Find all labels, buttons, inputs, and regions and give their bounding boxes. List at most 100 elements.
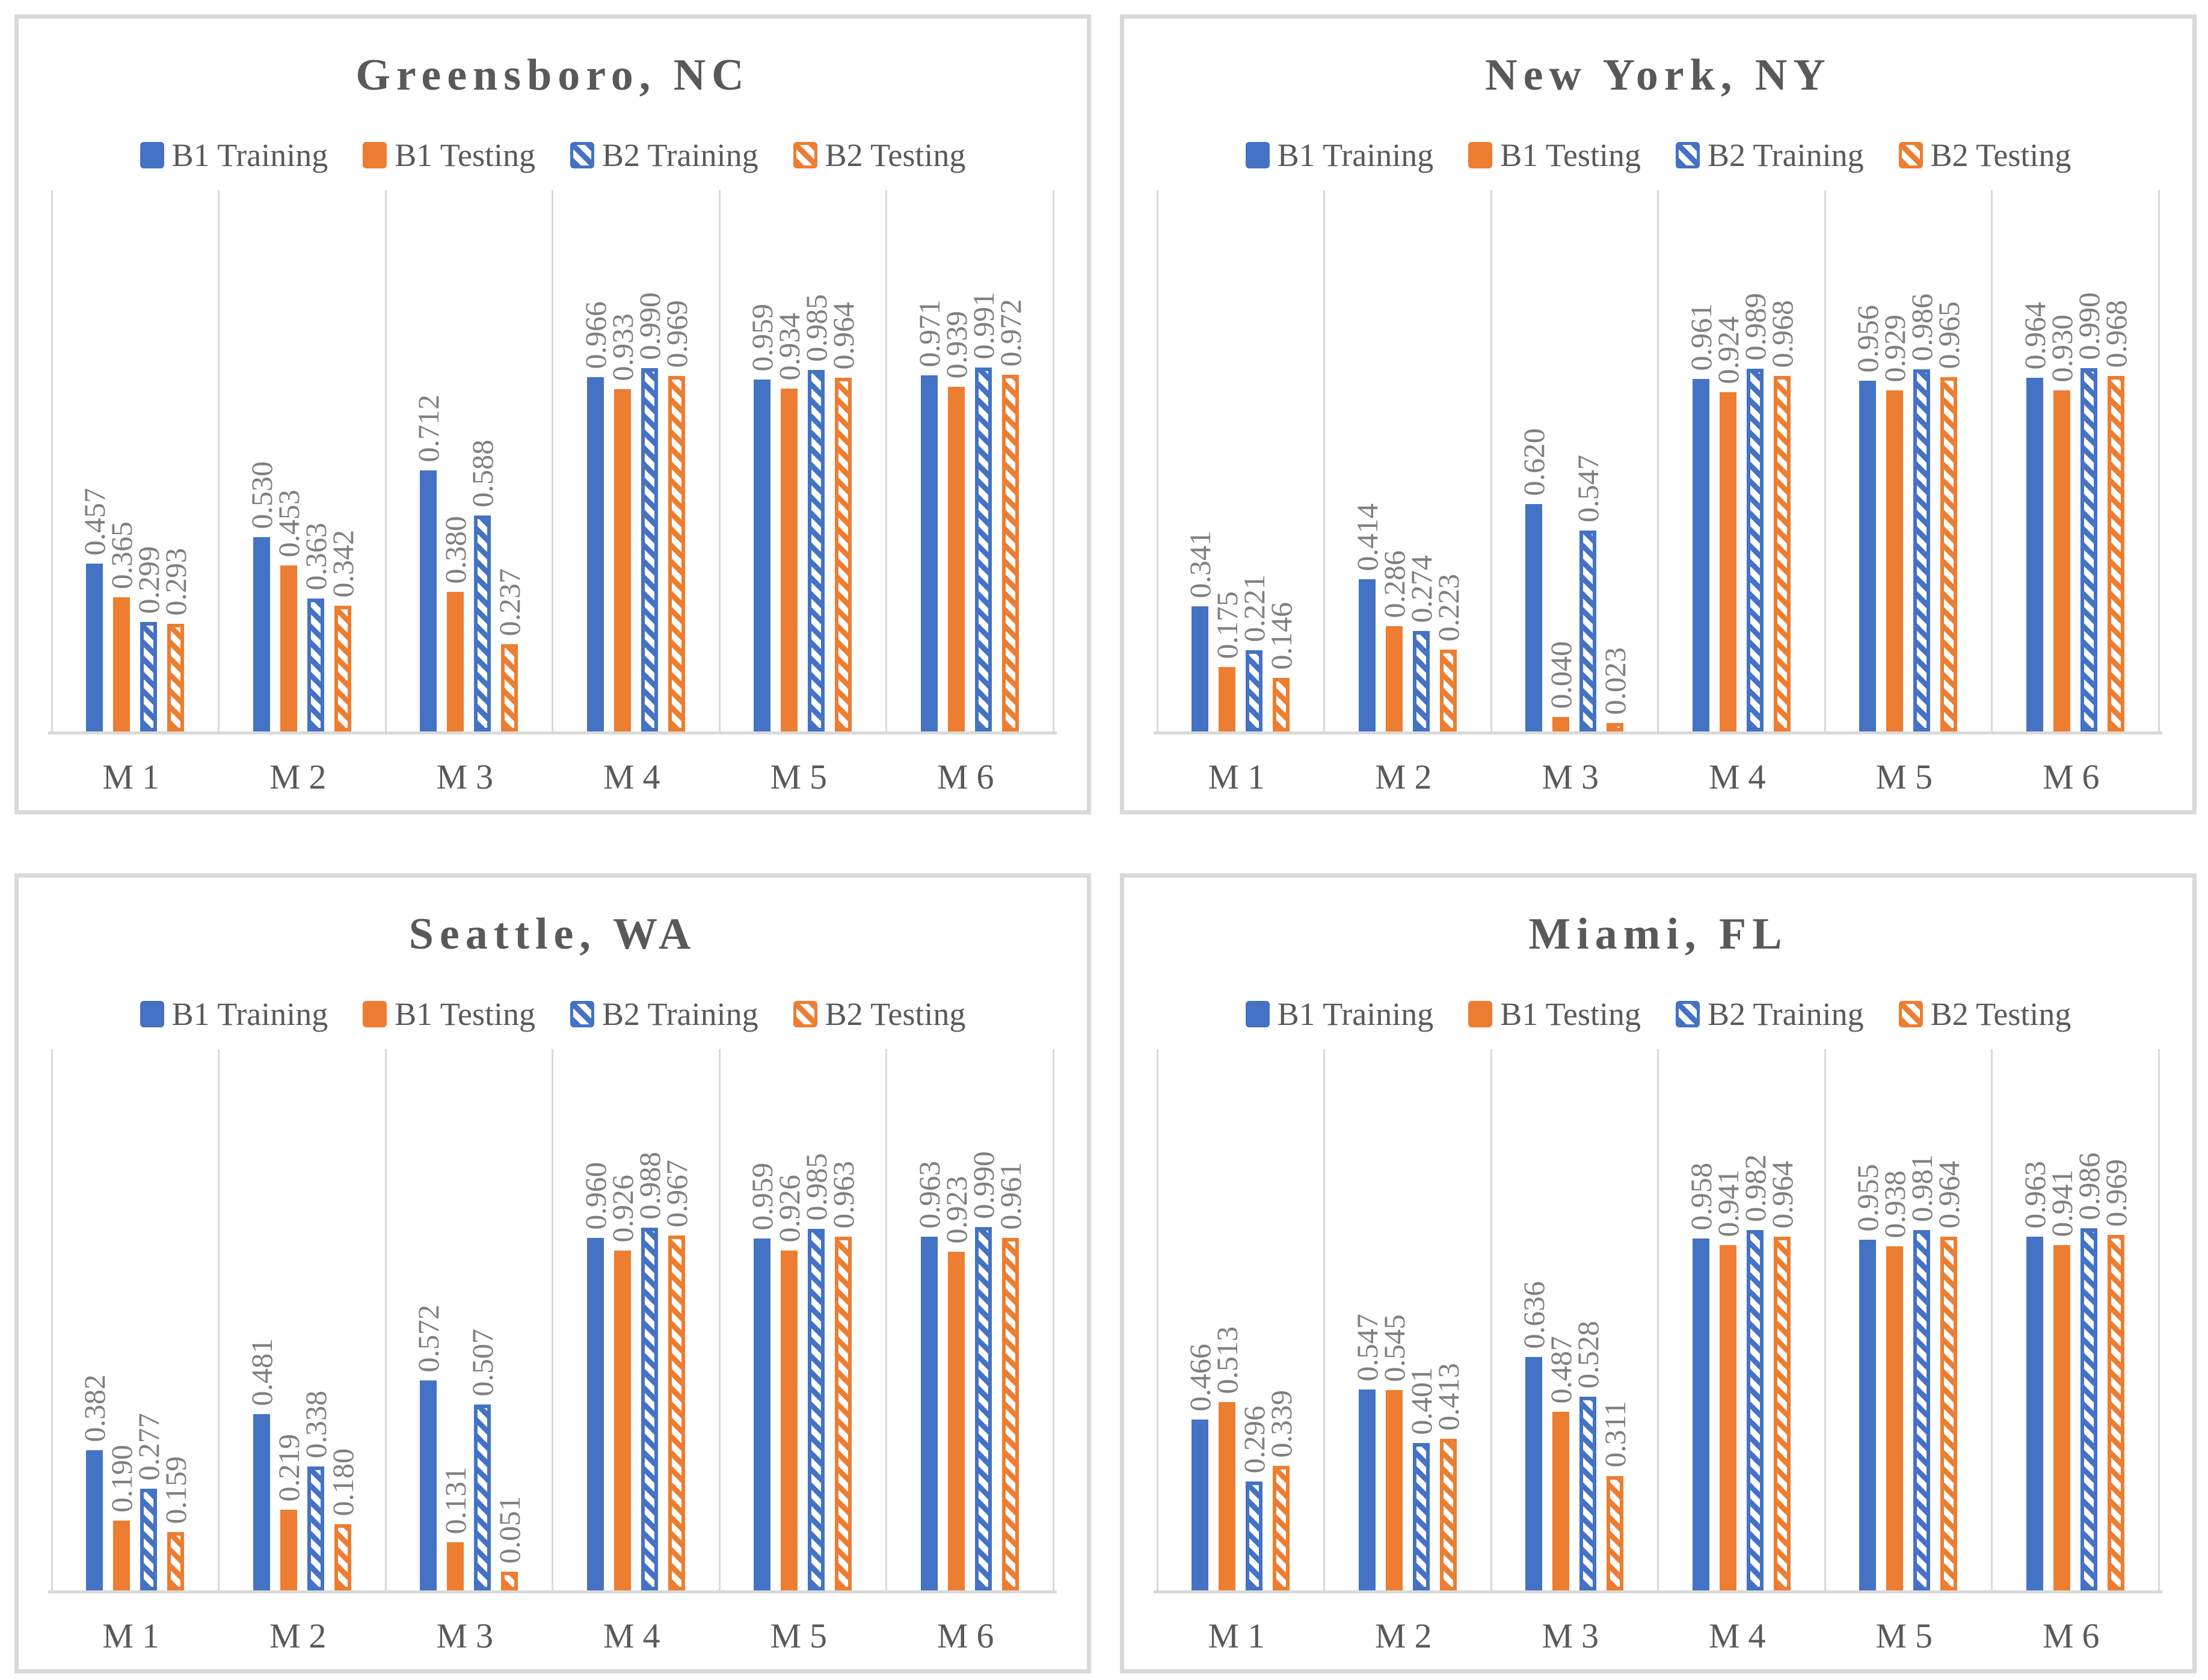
bar-group-m6: 0.971 0.939 0.991 0.972 — [887, 190, 1054, 731]
bar-slot: 0.175 — [1210, 190, 1244, 731]
bar-slot: 0.963 — [912, 1049, 946, 1590]
chart-panel-greensboro-nc: Greensboro, NC B1 Training B1 Testing B2 Tr… — [14, 14, 1091, 814]
bar-slot: 0.466 — [1183, 1049, 1217, 1590]
bar-slot: 0.959 — [745, 1049, 779, 1590]
bar-slot: 0.969 — [2099, 1049, 2133, 1590]
legend-label: B1 Training — [171, 137, 328, 173]
gridline — [718, 1049, 721, 1590]
bar-b2-training — [307, 598, 324, 731]
category-label-m1: M1 — [1208, 1616, 1274, 1655]
chart-panel-miami-fl: Miami, FL B1 Training B1 Testing B2 Trainin… — [1120, 873, 2197, 1673]
bar-b1-training — [586, 1238, 604, 1590]
bar-slot: 0.363 — [299, 190, 333, 731]
bar-b1-testing — [1219, 1402, 1236, 1590]
category-label-m4: M4 — [603, 1616, 669, 1655]
bar-slot: 0.941 — [2045, 1049, 2079, 1590]
bar-slot: 0.923 — [939, 1049, 973, 1590]
legend-item-b1-training: B1 Training — [140, 995, 328, 1033]
legend-marker-icon — [140, 142, 164, 168]
bar-slot: 0.051 — [493, 1049, 526, 1590]
bar-group-m1: 0.341 0.175 0.221 0.146 — [1157, 190, 1324, 731]
bar-slot: 0.960 — [579, 1049, 612, 1590]
gridline — [1490, 1049, 1492, 1590]
bar-slot: 0.530 — [245, 190, 278, 731]
bar-slot: 0.274 — [1404, 190, 1438, 731]
bar-slot: 0.955 — [1851, 1049, 1884, 1590]
bar-b2-training — [974, 368, 992, 731]
legend-label: B1 Testing — [395, 137, 535, 173]
bar-b2-training — [140, 1489, 158, 1590]
bar-b2-training — [974, 1227, 992, 1590]
bar-value-label: 0.547 — [1571, 454, 1605, 523]
bar-b1-testing — [947, 387, 965, 731]
category-label-m3: M3 — [1542, 757, 1608, 796]
bar-group-m1: 0.382 0.190 0.277 0.159 — [52, 1049, 219, 1590]
bar-group-m6: 0.963 0.923 0.990 0.961 — [887, 1049, 1054, 1590]
bar-value-label: 0.961 — [993, 1162, 1027, 1230]
legend-item-b1-training: B1 Training — [1245, 137, 1433, 174]
bar-slot: 0.481 — [245, 1049, 278, 1590]
bar-b2-testing — [2107, 376, 2124, 731]
legend-label: B2 Training — [602, 996, 758, 1032]
bar-value-label: 0.159 — [159, 1456, 193, 1524]
bar-group-m6: 0.963 0.941 0.986 0.969 — [1992, 1049, 2159, 1590]
bar-b2-training — [1579, 531, 1597, 731]
bar-b2-training — [140, 622, 158, 731]
bar-b2-testing — [501, 644, 518, 731]
bar-b2-testing — [835, 378, 852, 731]
bar-b2-training — [1246, 650, 1263, 731]
bar-b2-testing — [835, 1237, 852, 1590]
gridline — [1824, 190, 1826, 731]
bar-slot: 0.413 — [1432, 1049, 1465, 1590]
bar-b2-training — [1246, 1482, 1263, 1590]
bar-slot: 0.223 — [1432, 190, 1465, 731]
legend-marker-icon — [1676, 142, 1700, 168]
bar-value-label: 0.223 — [1431, 573, 1465, 642]
chart-legend: B1 Training B1 Testing B2 Training B2 Testi… — [1124, 995, 2192, 1033]
bar-slot: 0.365 — [105, 190, 138, 731]
bar-group-m4: 0.966 0.933 0.990 0.969 — [553, 190, 720, 731]
bar-slot: 0.958 — [1684, 1049, 1718, 1590]
bar-b1-training — [586, 377, 604, 731]
bar-slot: 0.934 — [772, 190, 806, 731]
gridline — [218, 190, 220, 731]
legend-label: B2 Training — [602, 137, 758, 173]
bar-value-label: 0.967 — [659, 1159, 693, 1228]
bar-group-m1: 0.457 0.365 0.299 0.293 — [52, 190, 219, 731]
bar-b1-training — [1692, 1238, 1709, 1590]
category-label-m6: M6 — [2042, 1616, 2108, 1655]
gridline — [51, 190, 53, 731]
bar-b2-testing — [2107, 1235, 2124, 1590]
bar-slot: 0.341 — [1183, 190, 1217, 731]
legend-item-b2-testing: B2 Testing — [1898, 995, 2071, 1033]
bar-b1-training — [86, 564, 103, 731]
bar-slot: 0.967 — [660, 1049, 693, 1590]
bar-b2-testing — [1773, 1237, 1791, 1590]
bar-slot: 0.966 — [579, 190, 612, 731]
bar-b1-training — [2026, 1237, 2043, 1590]
bar-slot: 0.964 — [826, 190, 860, 731]
bar-value-label: 0.620 — [1517, 428, 1551, 496]
bar-slot: 0.040 — [1544, 190, 1578, 731]
category-label-m1: M1 — [102, 1616, 168, 1655]
gridline — [384, 190, 387, 731]
bar-slot: 0.926 — [772, 1049, 806, 1590]
bar-b1-testing — [947, 1252, 965, 1590]
bar-b1-testing — [113, 1521, 131, 1590]
bar-b1-testing — [614, 389, 631, 731]
bar-group-m2: 0.481 0.219 0.338 0.180 — [219, 1049, 386, 1590]
gridline — [218, 1049, 220, 1590]
category-label-m2: M2 — [1374, 1616, 1441, 1655]
legend-label: B2 Training — [1708, 137, 1864, 173]
bar-b2-training — [474, 1405, 491, 1590]
legend-marker-icon — [1245, 142, 1270, 168]
bar-slot: 0.956 — [1851, 190, 1884, 731]
gridline — [1991, 190, 1993, 731]
gridline — [885, 190, 887, 731]
bar-slot: 0.338 — [299, 1049, 333, 1590]
bar-value-label: 0.413 — [1431, 1362, 1465, 1431]
bar-b2-training — [1913, 1230, 1931, 1590]
gridline — [1991, 1049, 1993, 1590]
bar-b2-testing — [1439, 1439, 1457, 1590]
